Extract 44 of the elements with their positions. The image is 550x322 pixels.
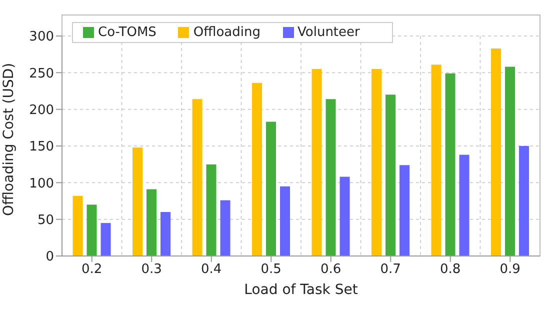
bar xyxy=(312,69,322,256)
x-tick-label: 0.9 xyxy=(500,262,520,278)
bar xyxy=(491,48,502,256)
bar xyxy=(266,122,276,256)
x-tick-label: 0.5 xyxy=(260,262,282,278)
legend-label: Volunteer xyxy=(298,25,360,40)
bar xyxy=(445,73,456,256)
y-tick-label: 250 xyxy=(29,66,54,82)
y-tick-label: 0 xyxy=(46,250,54,265)
bar xyxy=(132,147,143,256)
bar xyxy=(86,204,97,256)
bar xyxy=(400,165,410,256)
y-axis-title: Offloading Cost (USD) xyxy=(0,62,17,216)
bar xyxy=(72,196,83,256)
x-tick-label: 0.4 xyxy=(201,262,222,278)
bar xyxy=(326,99,336,256)
bar xyxy=(220,200,230,256)
y-tick-label: 300 xyxy=(29,30,54,45)
bar xyxy=(192,99,202,256)
bar xyxy=(100,223,111,256)
x-tick-label: 0.8 xyxy=(440,262,461,278)
y-tick-label: 150 xyxy=(29,140,54,155)
bar xyxy=(505,66,516,256)
bar xyxy=(280,186,290,256)
bar xyxy=(340,176,350,256)
bar xyxy=(459,154,470,256)
bar xyxy=(206,164,216,256)
bar xyxy=(372,69,382,256)
legend-label: Offloading xyxy=(193,25,260,40)
legend-label: Co-TOMS xyxy=(98,25,156,40)
y-tick-label: 100 xyxy=(29,176,54,192)
x-tick-label: 0.6 xyxy=(320,262,342,278)
bar xyxy=(252,82,262,256)
bar xyxy=(160,212,171,256)
x-axis-title: Load of Task Set xyxy=(244,282,358,298)
bar xyxy=(146,189,157,256)
bar xyxy=(386,94,396,256)
x-tick-label: 0.2 xyxy=(82,262,102,278)
x-tick-label: 0.7 xyxy=(380,262,401,278)
y-tick-label: 200 xyxy=(29,102,54,118)
bar xyxy=(431,64,442,256)
x-tick-label: 0.3 xyxy=(141,262,162,278)
y-tick-label: 50 xyxy=(37,212,54,228)
bar xyxy=(519,146,530,256)
